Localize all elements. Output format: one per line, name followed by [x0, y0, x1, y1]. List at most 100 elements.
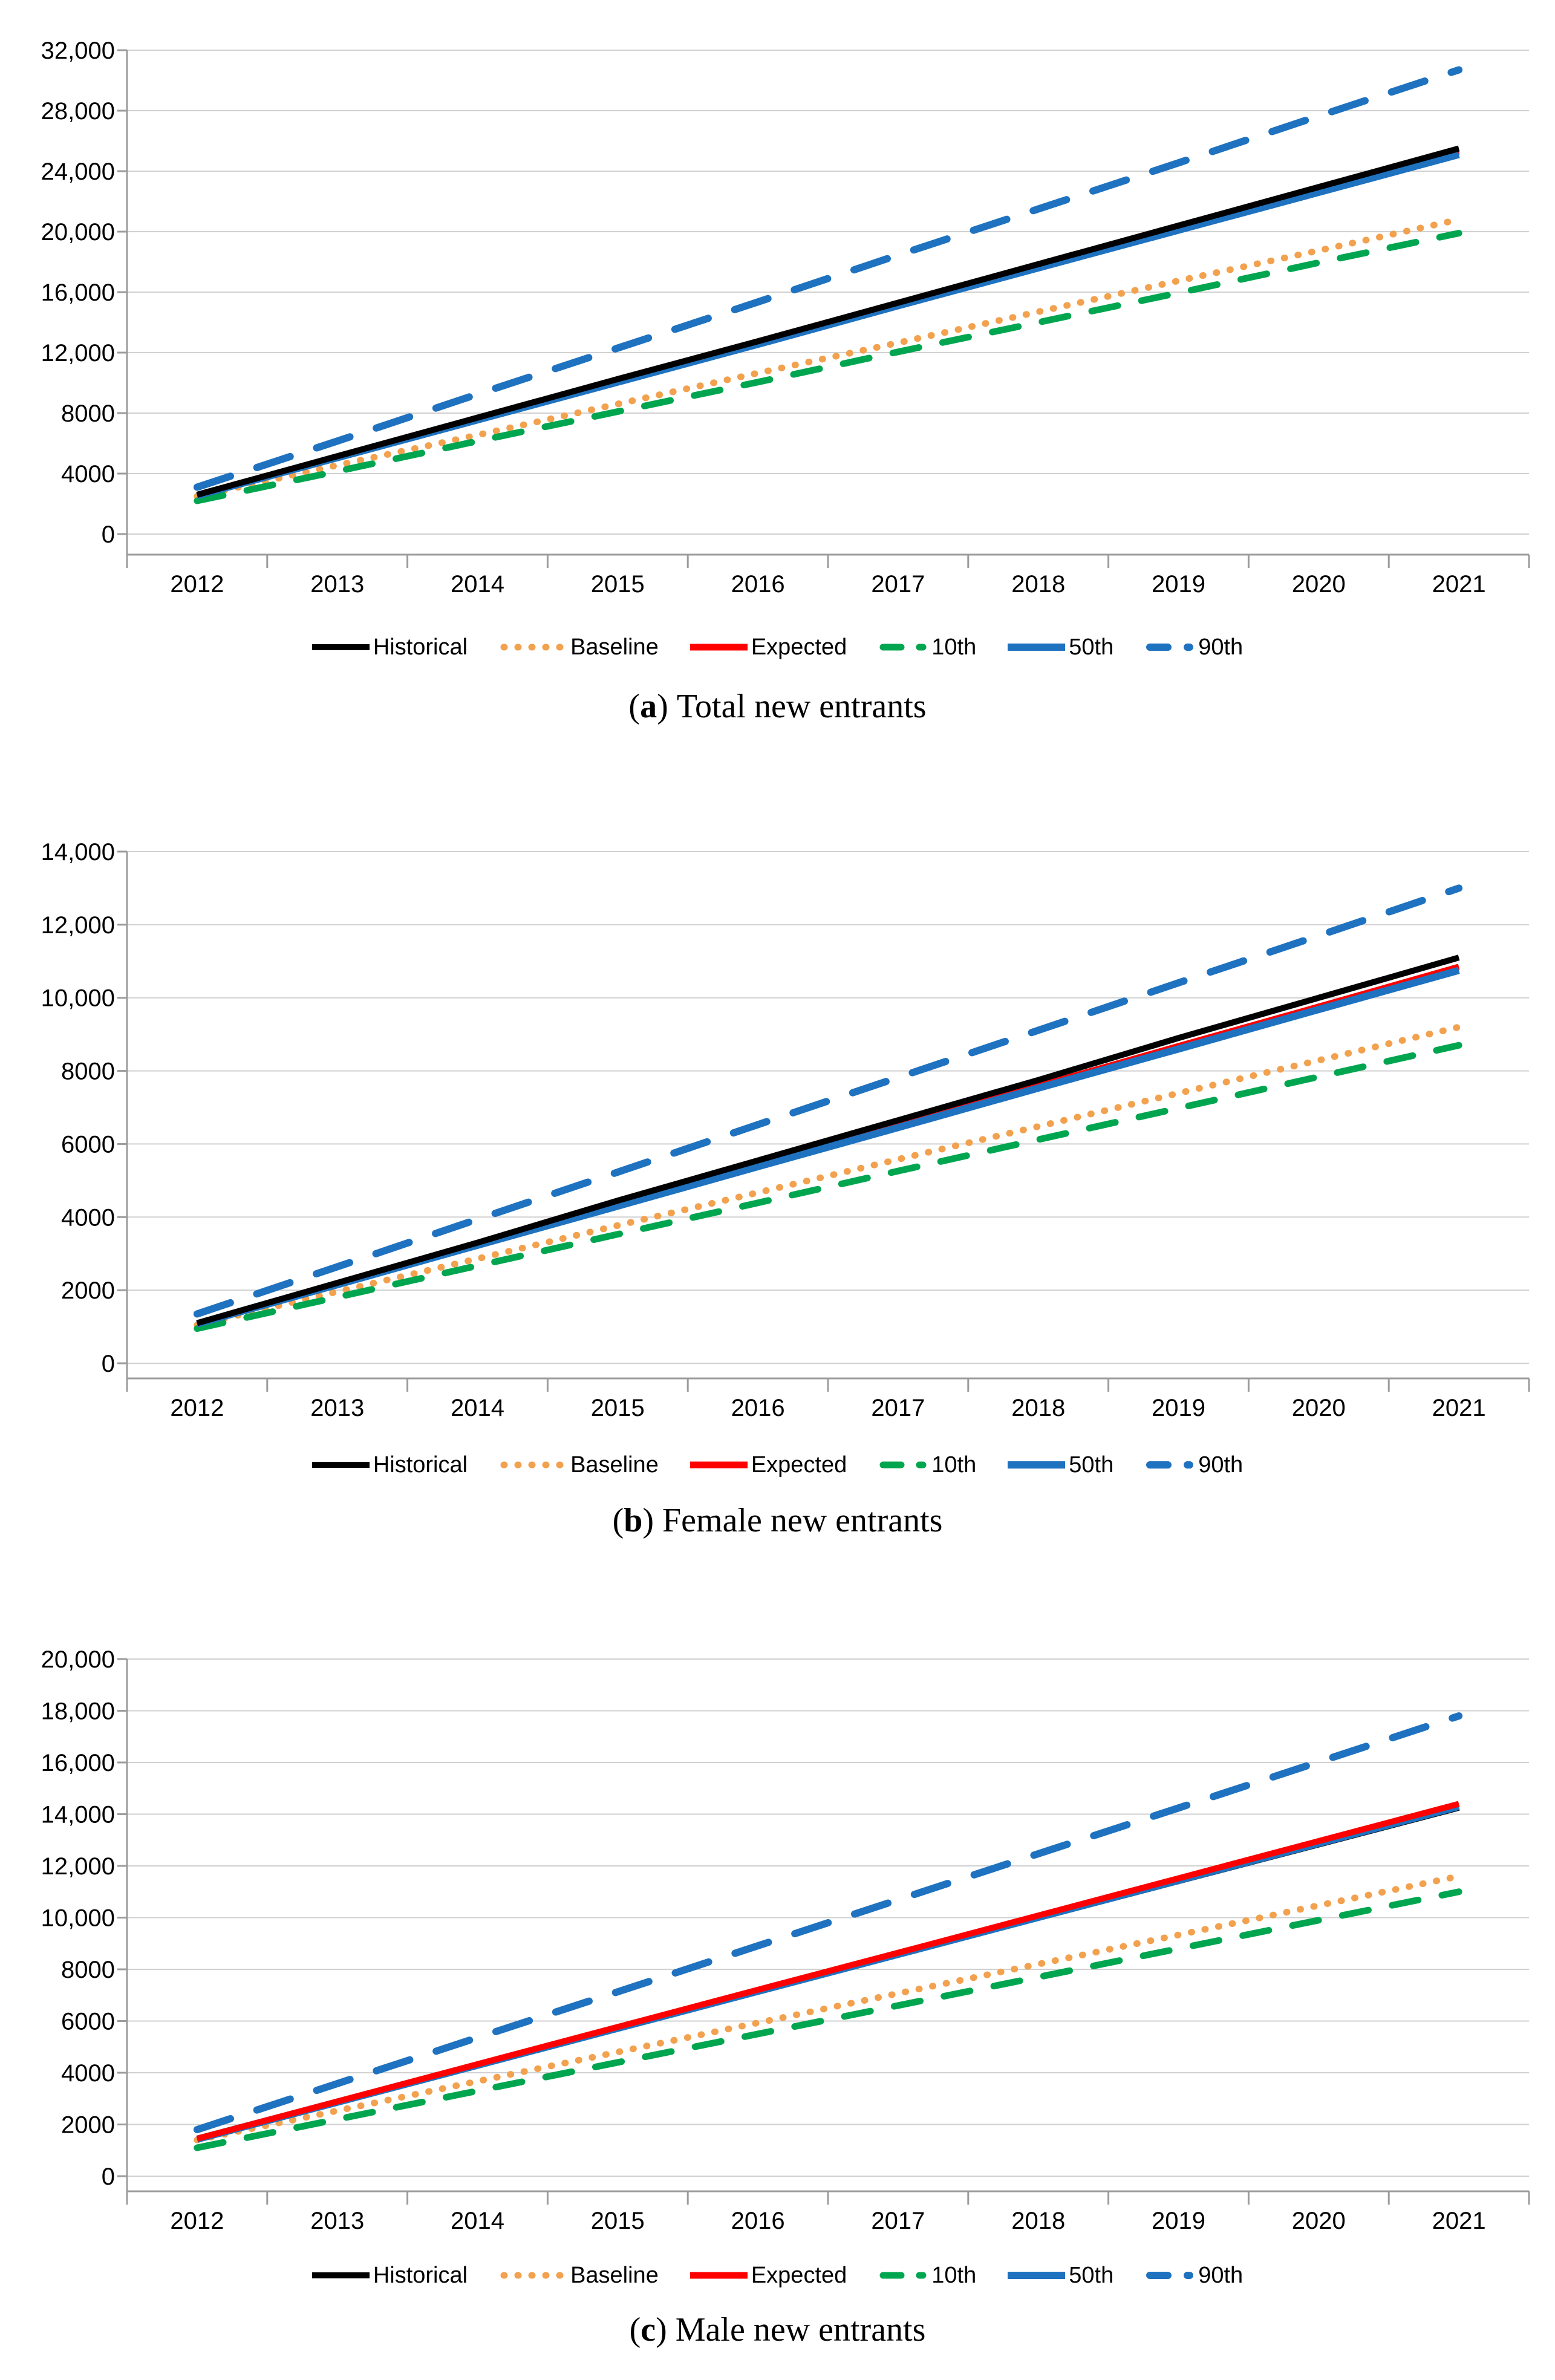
- x-axis-label: 2017: [871, 571, 925, 598]
- legend-item-expected: Expected: [689, 634, 847, 660]
- legend-sample-dotted-line-icon: [500, 1461, 566, 1469]
- chart-c: 20,000 18,000 16,000 14,000 12,000 10,000 8000…: [41, 1646, 1530, 2234]
- legend-sample-dashed-line-icon: [879, 1461, 927, 1469]
- y-axis-label: 16,000: [41, 1750, 115, 1776]
- legend-label: Baseline: [570, 2262, 659, 2288]
- legend-item-expected: Expected: [689, 2263, 847, 2289]
- x-axis-label: 2020: [1292, 571, 1346, 598]
- legend-item-50th: 50th: [1008, 2263, 1113, 2289]
- series-line-10th: [194, 1042, 1462, 1332]
- y-axis-label: 32,000: [41, 37, 115, 64]
- x-axis-label: 2021: [1432, 1395, 1486, 1421]
- y-axis-label: 24,000: [41, 158, 115, 185]
- x-axis-label: 2017: [871, 1395, 925, 1421]
- caption-text: Female new entrants: [662, 1502, 943, 1539]
- caption-chart-b: (b) Female new entrants: [0, 1501, 1555, 1540]
- caption-letter: a: [640, 688, 657, 725]
- y-axis-label: 12,000: [41, 912, 115, 939]
- y-axis-label: 2000: [61, 1277, 115, 1304]
- caption-close: ): [642, 1502, 654, 1539]
- y-axis-label: 0: [102, 2163, 115, 2190]
- legend-label: Historical: [373, 1452, 468, 1478]
- series-line-10th: [194, 230, 1462, 504]
- y-axis-label: 20,000: [41, 1646, 115, 1673]
- legend-item-10th: 10th: [878, 2263, 976, 2289]
- y-axis-label: 14,000: [41, 839, 115, 866]
- legend-sample-dashed-line-icon: [1146, 1461, 1194, 1469]
- legend-item-baseline: Baseline: [499, 2263, 659, 2289]
- x-axis-label: 2014: [451, 571, 504, 598]
- y-axis-label: 14,000: [41, 1802, 115, 1828]
- x-axis-label: 2012: [170, 1395, 224, 1421]
- legend-chart-b: Historical Baseline Expected 10th 50th 90th: [0, 1447, 1555, 1483]
- y-axis-label: 20,000: [41, 219, 115, 246]
- legend-label: 90th: [1198, 2262, 1244, 2288]
- legend-item-90th: 90th: [1145, 2263, 1243, 2289]
- x-axis-label: 2019: [1152, 1395, 1205, 1421]
- x-axis-label: 2015: [591, 2208, 645, 2234]
- x-axis-label: 2021: [1432, 2208, 1486, 2234]
- legend-sample-solid-line-icon: [311, 2272, 370, 2278]
- y-axis-label: 6000: [61, 1131, 115, 1158]
- x-axis-label: 2020: [1292, 2208, 1346, 2234]
- legend-sample-dotted-line-icon: [500, 644, 566, 651]
- legend-sample-solid-line-icon: [1008, 2272, 1066, 2279]
- x-axis-label: 2019: [1152, 2208, 1205, 2234]
- y-axis-label: 12,000: [41, 1853, 115, 1880]
- legend-sample-solid-line-icon: [311, 644, 370, 650]
- legend-label: Baseline: [570, 634, 659, 660]
- caption-text: Male new entrants: [675, 2311, 926, 2349]
- chart-b: 14,000 12,000 10,000 8000 6000 4000 2000 0 2012 2…: [41, 839, 1530, 1421]
- caption-open: (: [629, 2311, 641, 2349]
- legend-item-expected: Expected: [689, 1452, 847, 1478]
- y-axis-label: 8000: [61, 400, 115, 427]
- y-axis-label: 10,000: [41, 985, 115, 1012]
- y-axis-label: 4000: [61, 2060, 115, 2087]
- y-axis-label: 8000: [61, 1058, 115, 1085]
- legend-sample-dashed-line-icon: [879, 2272, 927, 2279]
- legend-item-historical: Historical: [311, 634, 468, 660]
- x-axis-label: 2020: [1292, 1395, 1346, 1421]
- legend-label: 10th: [931, 2262, 977, 2288]
- series-line-baseline: [194, 216, 1462, 500]
- x-axis-label: 2018: [1011, 2208, 1065, 2234]
- x-axis-label: 2016: [731, 2208, 785, 2234]
- x-axis-label: 2021: [1432, 571, 1486, 598]
- legend-label: 90th: [1198, 634, 1244, 660]
- y-axis-label: 8000: [61, 1957, 115, 1983]
- caption-text: Total new entrants: [676, 688, 927, 725]
- series-line-10th: [194, 1888, 1462, 2151]
- caption-close: ): [656, 2311, 667, 2349]
- caption-chart-a: (a) Total new entrants: [0, 687, 1555, 726]
- x-axis-label: 2015: [591, 1395, 645, 1421]
- series-line-90th: [193, 1712, 1463, 2134]
- caption-close: ): [657, 688, 668, 725]
- y-axis-label: 6000: [61, 2009, 115, 2035]
- legend-item-90th: 90th: [1145, 1452, 1243, 1478]
- x-axis-label: 2019: [1152, 571, 1205, 598]
- legend-label: Historical: [373, 2262, 468, 2288]
- legend-sample-dashed-line-icon: [879, 644, 927, 651]
- caption-letter: c: [641, 2311, 656, 2349]
- y-axis-label: 16,000: [41, 279, 115, 306]
- caption-open: (: [612, 1502, 624, 1539]
- legend-sample-dashed-line-icon: [1146, 2272, 1194, 2279]
- x-axis-label: 2014: [451, 1395, 504, 1421]
- legend-sample-dotted-line-icon: [500, 2272, 566, 2279]
- legend-item-baseline: Baseline: [499, 634, 659, 660]
- caption-letter: b: [624, 1502, 643, 1539]
- y-axis-label: 4000: [61, 461, 115, 487]
- x-axis-label: 2018: [1011, 1395, 1065, 1421]
- x-axis-label: 2016: [731, 1395, 785, 1421]
- legend-label: Expected: [751, 634, 847, 660]
- legend-sample-solid-line-icon: [1008, 644, 1066, 651]
- y-axis-label: 12,000: [41, 340, 115, 367]
- y-axis-label: 28,000: [41, 98, 115, 125]
- legend-sample-dashed-line-icon: [1146, 644, 1194, 651]
- series-line-90th: [193, 884, 1463, 1318]
- y-axis-label: 10,000: [41, 1905, 115, 1932]
- legend-chart-c: Historical Baseline Expected 10th 50th 90th: [0, 2257, 1555, 2294]
- caption-chart-c: (c) Male new entrants: [0, 2310, 1555, 2349]
- x-axis-label: 2015: [591, 571, 645, 598]
